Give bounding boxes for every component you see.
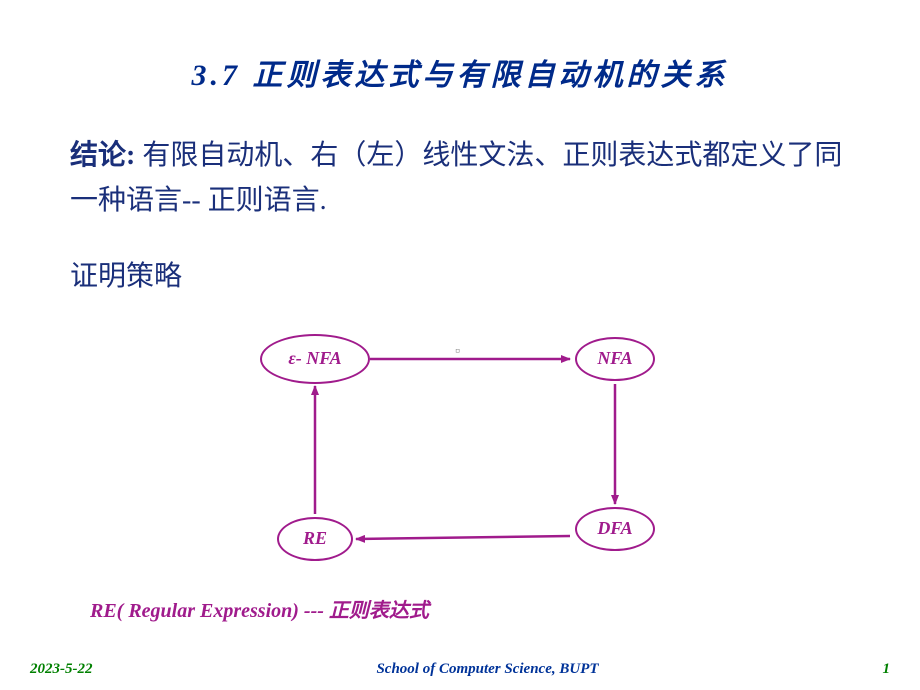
node-re: RE [277,517,353,561]
footer-page-number: 1 [882,661,890,678]
node-dfa: DFA [575,507,655,551]
edge-dfa-re [356,536,570,539]
conclusion-body: 有限自动机、右（左）线性文法、正则表达式都定义了同一种语言-- 正则语言. [70,140,842,216]
diagram: ε - NFA NFA RE DFA ▫ [220,314,700,574]
proof-strategy-label: 证明策略 [70,254,850,294]
conclusion-text: 结论: 有限自动机、右（左）线性文法、正则表达式都定义了同一种语言-- 正则语言… [70,134,850,224]
conclusion-label: 结论: [70,140,135,171]
footer: 2023-5-22 School of Computer Science, BU… [0,661,920,678]
slide: 3.7 正则表达式与有限自动机的关系 结论: 有限自动机、右（左）线性文法、正则… [0,0,920,690]
footnote: RE( Regular Expression) --- 正则表达式 [90,594,850,623]
node-nfa: NFA [575,337,655,381]
footer-center: School of Computer Science, BUPT [376,661,598,678]
node-epsnfa: ε - NFA [260,334,370,384]
center-marker: ▫ [455,344,460,360]
footer-date: 2023-5-22 [30,661,93,678]
page-title: 3.7 正则表达式与有限自动机的关系 [70,50,850,94]
